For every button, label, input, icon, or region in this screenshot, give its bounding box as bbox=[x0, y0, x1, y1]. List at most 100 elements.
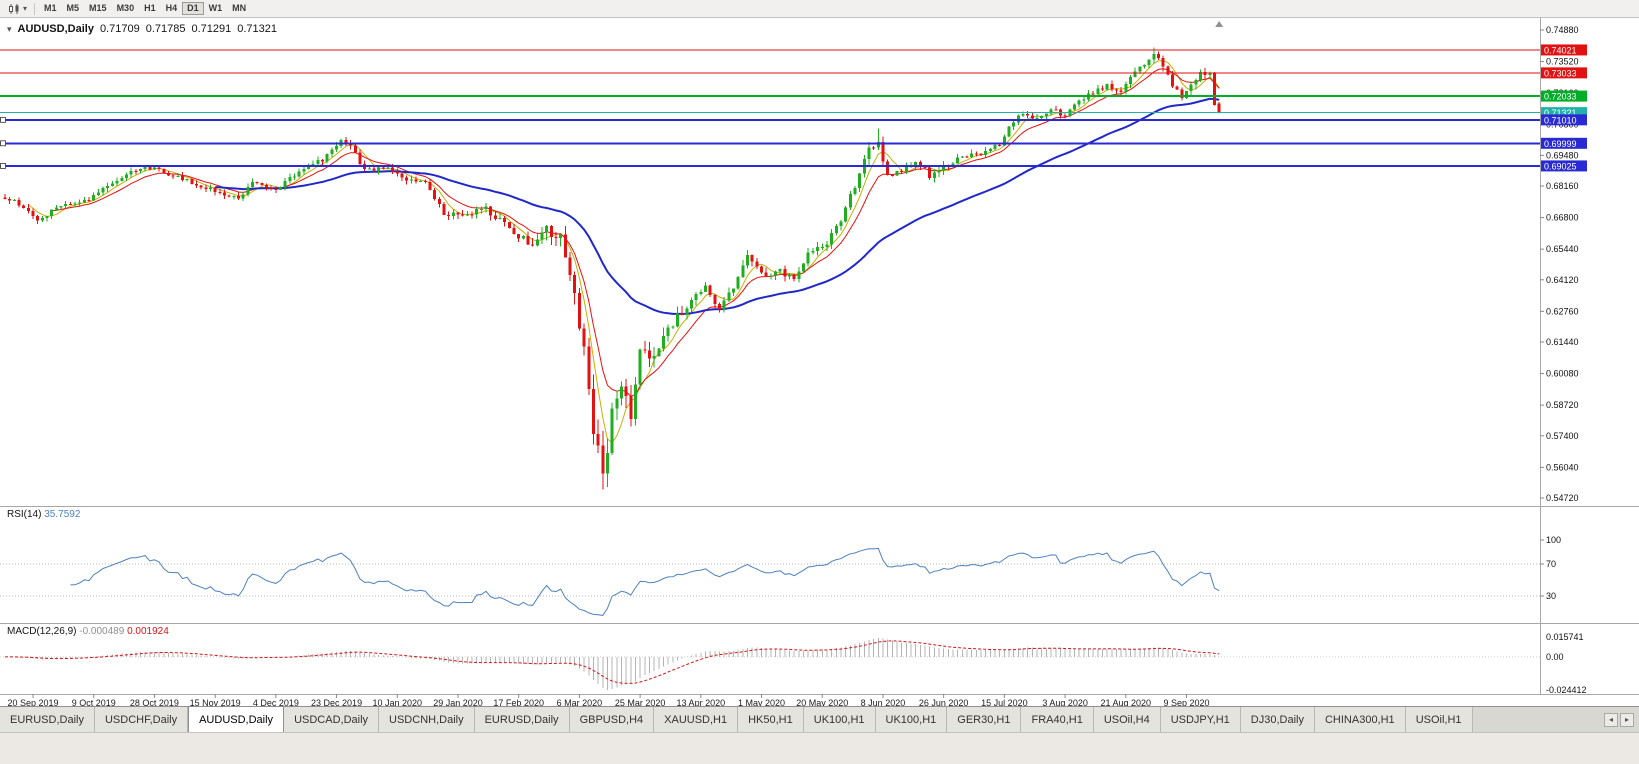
svg-text:-0.024412: -0.024412 bbox=[1546, 685, 1587, 695]
svg-text:0.57400: 0.57400 bbox=[1546, 431, 1579, 441]
svg-text:4 Dec 2019: 4 Dec 2019 bbox=[253, 698, 299, 706]
svg-text:8 Jun 2020: 8 Jun 2020 bbox=[861, 698, 906, 706]
svg-text:25 Mar 2020: 25 Mar 2020 bbox=[615, 698, 666, 706]
toolbar-separator bbox=[34, 2, 36, 15]
tab-gbpusd-h4[interactable]: GBPUSD,H4 bbox=[569, 707, 655, 732]
price-tag bbox=[1541, 90, 1587, 102]
tab-uk100-h1[interactable]: UK100,H1 bbox=[875, 707, 948, 732]
svg-text:0.65440: 0.65440 bbox=[1546, 244, 1579, 254]
tab-china300-h1[interactable]: CHINA300,H1 bbox=[1314, 707, 1406, 732]
tab-usoil-h1[interactable]: USOil,H1 bbox=[1405, 707, 1473, 732]
chart-shift-marker[interactable] bbox=[1215, 21, 1224, 27]
tab-uk100-h1[interactable]: UK100,H1 bbox=[803, 707, 876, 732]
tab-scroll-right-icon[interactable]: ▸ bbox=[1620, 712, 1634, 727]
svg-text:9 Sep 2020: 9 Sep 2020 bbox=[1163, 698, 1209, 706]
tab-xauusd-h1[interactable]: XAUUSD,H1 bbox=[654, 707, 739, 732]
svg-text:0.60080: 0.60080 bbox=[1546, 369, 1579, 379]
tab-hk50-h1[interactable]: HK50,H1 bbox=[738, 707, 804, 732]
svg-text:28 Oct 2019: 28 Oct 2019 bbox=[130, 698, 179, 706]
tab-eurusd-daily[interactable]: EURUSD,Daily bbox=[0, 707, 95, 732]
macd-histogram bbox=[9, 638, 1220, 690]
chart-symbol-period: AUDUSD,Daily bbox=[17, 23, 94, 35]
rsi-indicator-label: RSI(14) 35.7592 bbox=[7, 509, 80, 520]
timeframe-button-m30[interactable]: M30 bbox=[116, 3, 135, 13]
timeframe-button-m5[interactable]: M5 bbox=[66, 3, 80, 13]
timeframe-buttons: M1 M5 M15 M30 H1 H4 D1 W1 MN bbox=[39, 2, 251, 15]
svg-text:0.73520: 0.73520 bbox=[1546, 57, 1579, 67]
timeframe-button-h4[interactable]: H4 bbox=[165, 3, 178, 13]
chart-type-icon[interactable]: ▾ bbox=[4, 1, 30, 17]
ma-sma-5-line bbox=[28, 60, 1220, 444]
svg-text:10 Jan 2020: 10 Jan 2020 bbox=[373, 698, 423, 706]
rsi-value: 35.7592 bbox=[44, 509, 81, 520]
rsi-name: RSI(14) bbox=[7, 509, 42, 520]
tab-usdcnh-daily[interactable]: USDCNH,Daily bbox=[379, 707, 475, 732]
timeframe-button-m15[interactable]: M15 bbox=[89, 3, 107, 13]
time-axis-labels: 20 Sep 2019 9 Oct 2019 28 Oct 2019 15 Nov 2… bbox=[7, 694, 1210, 706]
svg-text:29 Jan 2020: 29 Jan 2020 bbox=[433, 698, 483, 706]
chart-tabs: EURUSD,Daily USDCHF,Daily AUDUSD,Daily USDC… bbox=[0, 707, 1599, 732]
ma-ema-45-line bbox=[215, 97, 1220, 315]
svg-text:13 Apr 2020: 13 Apr 2020 bbox=[677, 698, 726, 706]
tab-usdchf-daily[interactable]: USDCHF,Daily bbox=[94, 707, 189, 732]
candles-layer bbox=[3, 47, 1221, 490]
svg-text:21 Aug 2020: 21 Aug 2020 bbox=[1101, 698, 1152, 706]
svg-text:0.56040: 0.56040 bbox=[1546, 462, 1579, 472]
ohlc-open: 0.71709 bbox=[99, 23, 140, 35]
svg-text:0.71321: 0.71321 bbox=[1544, 108, 1577, 118]
tab-dj30-daily[interactable]: DJ30,Daily bbox=[1240, 707, 1315, 732]
macd-indicator-label: MACD(12,26,9) -0.000489 0.001924 bbox=[7, 626, 169, 637]
chart-title: ▾ AUDUSD,Daily 0.71709 0.71785 0.71291 0… bbox=[7, 23, 277, 35]
timeframe-button-m1[interactable]: M1 bbox=[44, 3, 57, 13]
line-handle[interactable] bbox=[0, 163, 6, 169]
ma-ema-10-line bbox=[51, 68, 1220, 398]
svg-text:0.58720: 0.58720 bbox=[1546, 400, 1579, 410]
svg-text:0.015741: 0.015741 bbox=[1546, 632, 1584, 642]
macd-name: MACD(12,26,9) bbox=[7, 626, 77, 637]
timeframe-button-w1[interactable]: W1 bbox=[208, 3, 223, 13]
svg-text:0.69025: 0.69025 bbox=[1544, 161, 1577, 171]
macd-main-value: -0.000489 bbox=[79, 626, 125, 637]
macd-signal-value: 0.001924 bbox=[127, 626, 169, 637]
tab-eurusd-daily[interactable]: EURUSD,Daily bbox=[474, 707, 570, 732]
line-handle[interactable] bbox=[0, 140, 6, 147]
rsi-panel: 100 70 30 bbox=[0, 535, 1561, 616]
svg-text:0.69480: 0.69480 bbox=[1546, 150, 1579, 160]
tab-usdjpy-h1[interactable]: USDJPY,H1 bbox=[1160, 707, 1241, 732]
tab-audusd-daily[interactable]: AUDUSD,Daily bbox=[188, 707, 285, 732]
price-tag bbox=[1541, 67, 1587, 79]
svg-text:0.66800: 0.66800 bbox=[1546, 213, 1579, 223]
svg-text:3 Aug 2020: 3 Aug 2020 bbox=[1042, 698, 1088, 706]
tab-scroll-left-icon[interactable]: ◂ bbox=[1604, 712, 1618, 727]
chevron-down-icon: ▾ bbox=[23, 3, 28, 13]
one-click-trading-arrow[interactable]: ▾ bbox=[7, 23, 12, 34]
tab-usoil-h4[interactable]: USOil,H4 bbox=[1093, 707, 1161, 732]
svg-text:0.00: 0.00 bbox=[1546, 652, 1564, 662]
svg-text:15 Nov 2019: 15 Nov 2019 bbox=[190, 698, 241, 706]
price-tag bbox=[1541, 114, 1587, 126]
tab-ger30-h1[interactable]: GER30,H1 bbox=[947, 707, 1022, 732]
svg-text:0.74880: 0.74880 bbox=[1546, 25, 1579, 35]
timeframe-button-h1[interactable]: H1 bbox=[144, 3, 156, 13]
macd-panel: 0.015741 0.00 -0.024412 bbox=[0, 632, 1587, 695]
tab-usdcad-daily[interactable]: USDCAD,Daily bbox=[284, 707, 380, 732]
price-tag bbox=[1541, 44, 1587, 56]
svg-text:26 Jun 2020: 26 Jun 2020 bbox=[919, 698, 969, 706]
svg-text:0.54720: 0.54720 bbox=[1546, 493, 1579, 503]
chart-canvas[interactable]: 0.748800.735200.721600.708000.694800.681… bbox=[0, 0, 1639, 706]
svg-text:0.72033: 0.72033 bbox=[1544, 92, 1577, 102]
ohlc-close: 0.71321 bbox=[237, 23, 277, 35]
timeframe-button-mn[interactable]: MN bbox=[232, 3, 247, 13]
svg-text:6 Mar 2020: 6 Mar 2020 bbox=[557, 698, 603, 706]
tab-fra40-h1[interactable]: FRA40,H1 bbox=[1021, 707, 1094, 732]
svg-text:20 May 2020: 20 May 2020 bbox=[796, 698, 848, 706]
horizontal-levels bbox=[0, 49, 1540, 169]
timeframe-button-d1[interactable]: D1 bbox=[182, 2, 204, 15]
svg-text:0.71010: 0.71010 bbox=[1544, 115, 1577, 125]
price-tag bbox=[1541, 160, 1587, 172]
chart-tabbar: EURUSD,Daily USDCHF,Daily AUDUSD,Daily USDC… bbox=[0, 706, 1639, 732]
svg-text:0.62760: 0.62760 bbox=[1546, 306, 1579, 316]
line-handle[interactable] bbox=[0, 116, 6, 123]
